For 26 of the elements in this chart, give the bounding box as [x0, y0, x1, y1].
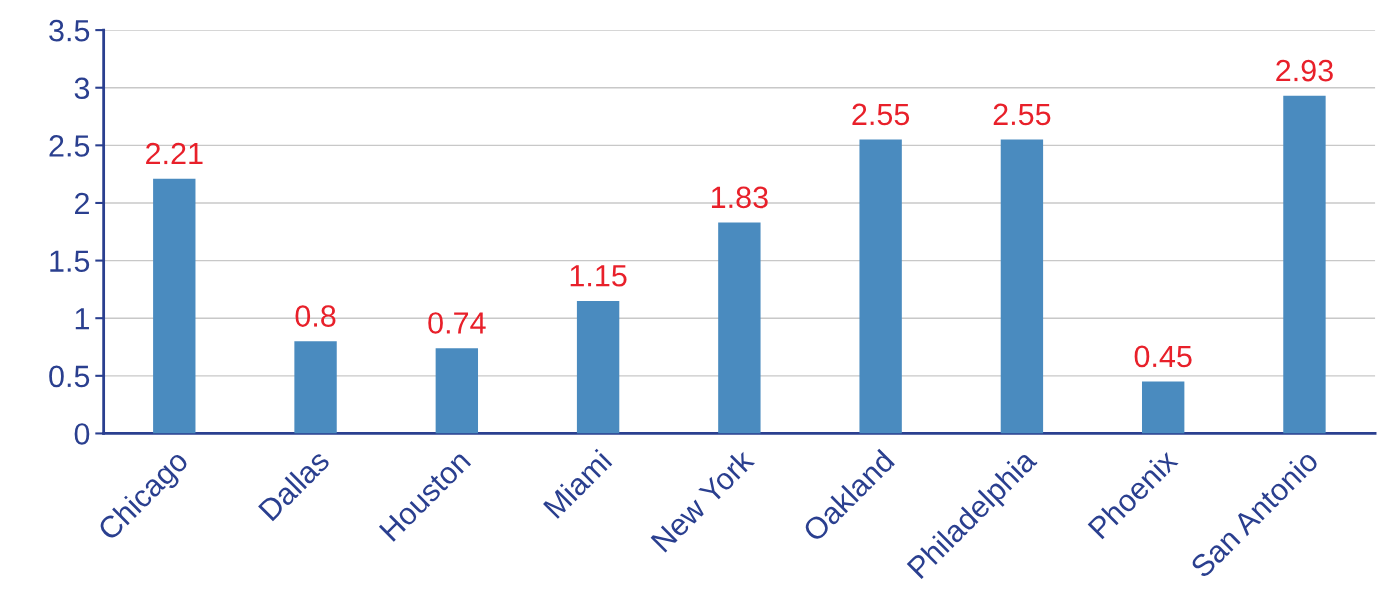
y-tick-label: 2 — [75, 192, 89, 215]
data-label: 2.55 — [993, 103, 1051, 126]
data-label: 0.45 — [1134, 345, 1192, 368]
y-tick-label: 3.5 — [49, 19, 90, 42]
data-label: 2.93 — [1276, 59, 1333, 82]
y-tick-label: 1 — [75, 308, 89, 330]
data-label: 1.15 — [570, 265, 627, 287]
bar — [1283, 95, 1326, 434]
bar — [576, 300, 620, 434]
y-tick-label: 0 — [74, 423, 90, 445]
bar — [1000, 139, 1044, 434]
data-label: 2.21 — [146, 142, 203, 165]
data-label: 0.74 — [428, 312, 486, 334]
y-tick-label: 2.5 — [49, 135, 90, 157]
bar — [859, 139, 902, 434]
bar — [718, 222, 761, 434]
bar — [294, 341, 337, 434]
bar — [1141, 381, 1185, 434]
bar — [153, 178, 196, 434]
data-label: 1.83 — [711, 186, 768, 209]
y-tick-label: 0.5 — [49, 365, 90, 388]
y-tick-label: 3 — [74, 77, 90, 100]
bar — [435, 348, 479, 434]
data-label: 2.55 — [852, 103, 910, 126]
data-label: 0.8 — [295, 305, 336, 327]
y-tick-label: 1.5 — [50, 250, 90, 272]
